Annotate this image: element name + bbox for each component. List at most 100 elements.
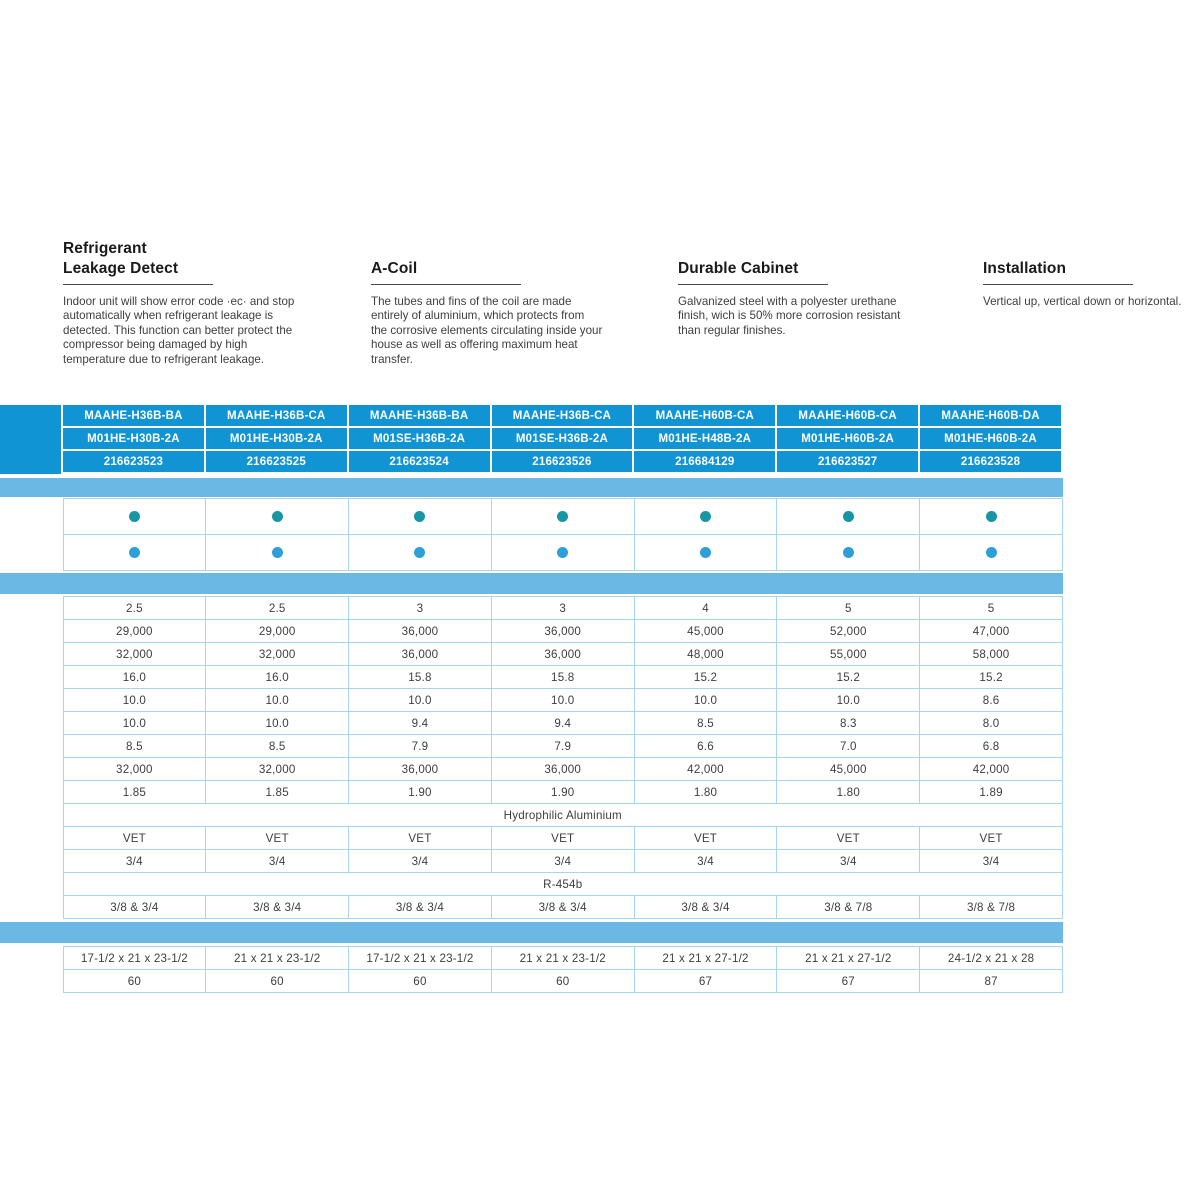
feature-description: Indoor unit will show error code ·ec· an… [63,295,295,366]
line-set-row: 3/8 & 3/4 3/8 & 3/4 3/8 & 3/4 3/8 & 3/4 3/8 … [0,895,1063,919]
spec-value-cell: 60 [62,969,207,993]
spec-value-cell: 15.2 [776,665,921,689]
spec-value-cell: VET [62,826,207,850]
feature-dot-cell [490,498,635,535]
spec-value-cell: 45,000 [776,757,921,781]
feature-description: Galvanized steel with a polyester uretha… [678,295,901,337]
spec-value-cell: VET [776,826,921,850]
spec-value-cell: 3/4 [633,849,778,873]
spec-value-cell: 15.2 [633,665,778,689]
availability-dot-icon [557,511,569,523]
coil-model-cell: M01HE-H30B-2A [63,428,206,451]
spec-value-cell: 67 [633,969,778,993]
sku-cell: 216623524 [348,451,492,474]
header-label-block [0,405,63,474]
spec-value-cell: 2.5 [62,596,207,620]
spec-value-cell: 1.85 [205,780,350,804]
feature-dot-cell [348,534,492,571]
spec-value-cell: 10.0 [490,688,635,712]
model-cell: MAAHE-H36B-CA [491,405,635,428]
spec-value-cell: 3/4 [62,849,207,873]
spec-value-cell: 3/4 [919,849,1063,873]
feature-title: Refrigerant Leakage Detect [63,240,179,277]
feature-installation: Installation Vertical up, vertical down … [983,238,1193,309]
feature-description: Vertical up, vertical down or horizontal… [983,295,1182,308]
spec-value-cell: 36,000 [490,757,635,781]
spec-value-cell: 29,000 [62,619,207,643]
availability-dot-icon [985,511,997,523]
spec-value-cell: 10.0 [62,711,207,735]
section-band [0,478,1063,497]
spec-value-cell: 3/4 [348,849,492,873]
spec-value-cell: 8.3 [776,711,921,735]
title-underline [678,284,828,285]
spec-value-cell: 1.80 [633,780,778,804]
feature-description: The tubes and fins of the coil are made … [371,295,603,366]
refrigerant-type-row: R-454b [0,872,1063,896]
spec-value-cell: 55,000 [776,642,921,666]
spec-value-cell: 45,000 [633,619,778,643]
spec-value-cell: 3/8 & 3/4 [348,895,492,919]
spec-value-cell: 1.85 [62,780,207,804]
spec-row: 10.0 10.0 10.0 10.0 10.0 10.0 8.6 [0,688,1063,712]
spec-row: 32,000 32,000 36,000 36,000 42,000 45,000 42,0… [0,757,1063,781]
spec-value-cell: 87 [919,969,1063,993]
availability-dot-icon [271,511,283,523]
row-label-spacer [0,534,63,571]
spec-value-cell: 3/4 [490,849,635,873]
feature-dot-cell [776,534,921,571]
spec-value-cell: 32,000 [62,642,207,666]
spec-value-cell: 10.0 [633,688,778,712]
spec-value-cell: 8.5 [633,711,778,735]
spec-value-cell: 3/8 & 3/4 [633,895,778,919]
spec-value-cell: 1.90 [348,780,492,804]
feature-title: Durable Cabinet [678,259,799,277]
title-underline [63,284,213,285]
model-cell: MAAHE-H36B-CA [205,405,349,428]
row-label-spacer [0,688,63,712]
availability-dot-icon [128,547,140,559]
row-label-spacer [0,969,63,993]
spec-value-cell: 10.0 [62,688,207,712]
spec-value-cell: 4 [633,596,778,620]
spec-row: 2.5 2.5 3 3 4 5 5 [0,596,1063,620]
header-row-coil: M01HE-H30B-2A M01HE-H30B-2A M01SE-H36B-2A M… [0,428,1063,451]
sku-cell: 216623525 [205,451,349,474]
spec-value-cell: 60 [490,969,635,993]
header-row-model: MAAHE-H36B-BA MAAHE-H36B-CA MAAHE-H36B-BA M… [0,405,1063,474]
spec-value-cell: VET [490,826,635,850]
weight-row: 60 60 60 60 67 67 87 [0,969,1063,993]
model-cell: MAAHE-H36B-BA [63,405,206,428]
spec-value-cell: 15.8 [490,665,635,689]
availability-dot-icon [557,547,569,559]
spec-value-cell: 6.8 [919,734,1063,758]
spec-value-cell: 9.4 [490,711,635,735]
spec-value-cell: 60 [205,969,350,993]
availability-dot-icon [700,511,712,523]
feature-dots-table [0,498,1063,571]
availability-dot-icon [414,547,426,559]
feature-availability-row [0,534,1063,571]
feature-dot-cell [633,534,778,571]
coil-fin-material-row: Hydrophilic Aluminium [0,803,1063,827]
spec-value-cell: 21 x 21 x 23-1/2 [490,946,635,970]
spec-value-cell: 15.8 [348,665,492,689]
spec-value-cell: 5 [776,596,921,620]
row-label-spacer [0,895,63,919]
spec-value-cell: 32,000 [205,642,350,666]
spec-row: 8.5 8.5 7.9 7.9 6.6 7.0 6.8 [0,734,1063,758]
spec-value-cell: 16.0 [62,665,207,689]
spec-value-cell: 21 x 21 x 27-1/2 [633,946,778,970]
row-label-spacer [0,757,63,781]
spec-value-cell: 48,000 [633,642,778,666]
model-cell: MAAHE-H36B-BA [348,405,492,428]
availability-dot-icon [271,547,283,559]
row-label-spacer [0,780,63,804]
spec-value-cell: 7.9 [490,734,635,758]
feature-dot-cell [62,534,207,571]
spec-value-cell: 36,000 [490,642,635,666]
availability-dot-icon [414,511,426,523]
coil-model-cell: M01HE-H60B-2A [920,428,1063,451]
spec-value-cell: 3/4 [776,849,921,873]
spec-value-cell: 9.4 [348,711,492,735]
